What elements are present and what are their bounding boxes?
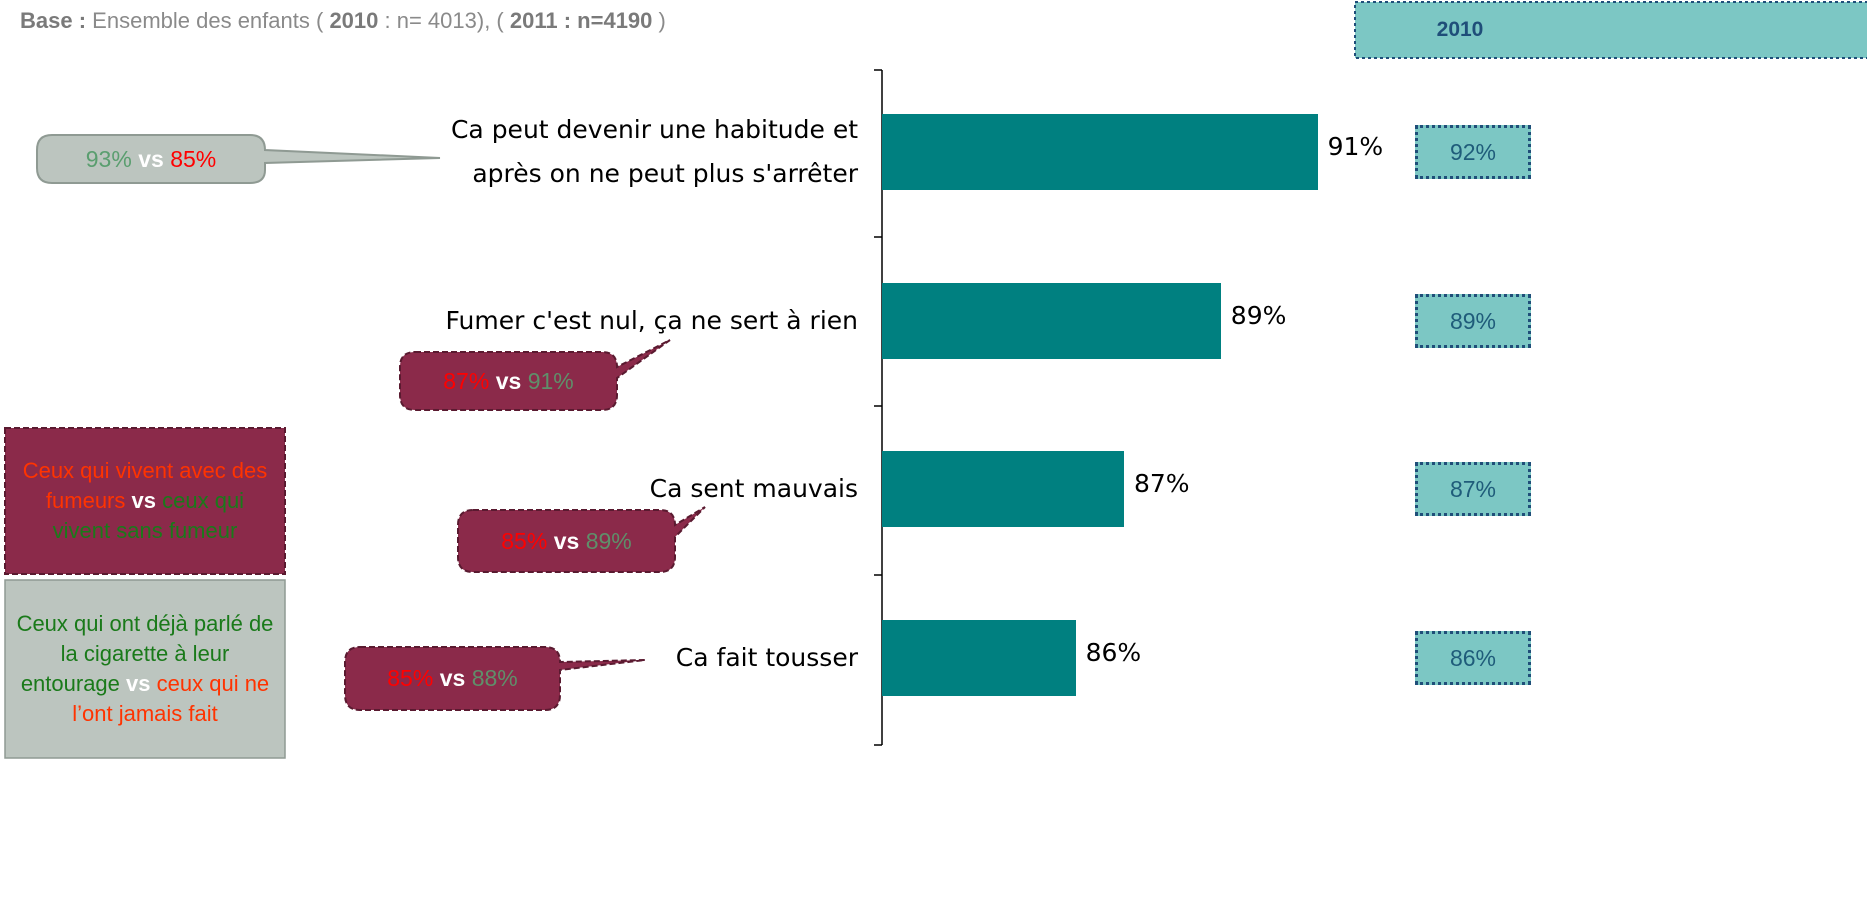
base-note: Base : Ensemble des enfants ( 2010 : n= …: [20, 2, 720, 40]
callout-separator: vs: [439, 665, 466, 691]
bar: [882, 451, 1124, 527]
legend-text: Ceux qui vivent avec des fumeurs vs ceux…: [15, 456, 275, 546]
legend-entry: Ceux qui ont déjà parlé de la cigarette …: [5, 580, 285, 758]
note-part: 2010: [329, 8, 379, 33]
value-label: 86%: [1085, 638, 1142, 667]
legend-box: [4, 579, 286, 759]
callout-shape: [457, 506, 706, 573]
note-part: ): [658, 8, 666, 33]
separators: [874, 69, 882, 746]
callout-value: 89%: [585, 527, 632, 554]
callout: 85% vs 89%: [458, 510, 675, 572]
bar: [882, 620, 1076, 696]
comparison-value: 89%: [1415, 294, 1531, 348]
callout-value: 91%: [527, 367, 574, 394]
callout: 85% vs 88%: [345, 647, 560, 710]
legend-part: Ceux qui ont déjà parlé de la cigarette …: [16, 611, 274, 696]
callout-shape: [36, 134, 441, 184]
legend-part: ceux qui vivent sans fumeur: [52, 488, 245, 543]
comparison-value: 87%: [1415, 462, 1531, 516]
callout-value: 88%: [471, 665, 518, 691]
comparison-value: 86%: [1415, 631, 1531, 685]
comparison-value: 92%: [1415, 125, 1531, 179]
legend-box: [4, 427, 286, 575]
callout-value: 85%: [387, 665, 434, 691]
legend-part: Ceux qui vivent avec des fumeurs: [22, 458, 268, 513]
callout-shape: [344, 646, 646, 711]
value-label: 87%: [1134, 469, 1190, 498]
note-part: 2011 : n=4190: [509, 8, 653, 33]
category-label: Ca fait tousser: [675, 643, 858, 672]
value-label: 89%: [1230, 301, 1287, 330]
category-label: Ca sent mauvais: [649, 474, 858, 503]
category-label: Fumer c'est nul, ça ne sert à rien: [445, 306, 858, 335]
callout-value: 87%: [443, 367, 490, 394]
comparison-header-box: [1354, 1, 1867, 59]
bar: [882, 283, 1221, 359]
bar: [882, 114, 1318, 190]
callout-separator: vs: [495, 367, 522, 394]
callout-value: 93%: [85, 145, 132, 172]
comparison-title: 2010: [1436, 18, 1484, 41]
legend-part: vs: [131, 488, 156, 513]
note-part: : n= 4013), (: [384, 8, 504, 33]
legend-part: ceux qui ne l’ont jamais fait: [72, 671, 270, 726]
note-part: Base :: [20, 8, 87, 33]
legend-entry: Ceux qui vivent avec des fumeurs vs ceux…: [5, 428, 285, 574]
note-part: Ensemble des enfants (: [92, 8, 324, 33]
callout: 87% vs 91%: [400, 352, 617, 410]
category-label: Ca peut devenir une habitude et après on…: [450, 115, 858, 188]
callout: 93% vs 85%: [37, 135, 265, 183]
callout-separator: vs: [553, 527, 580, 554]
callout-shape: [399, 339, 671, 411]
legend-text: Ceux qui ont déjà parlé de la cigarette …: [15, 609, 275, 729]
value-label: 91%: [1327, 132, 1384, 161]
callout-value: 85%: [501, 527, 548, 554]
callout-separator: vs: [138, 145, 164, 172]
callout-value: 85%: [170, 145, 217, 172]
legend-part: vs: [126, 671, 151, 696]
